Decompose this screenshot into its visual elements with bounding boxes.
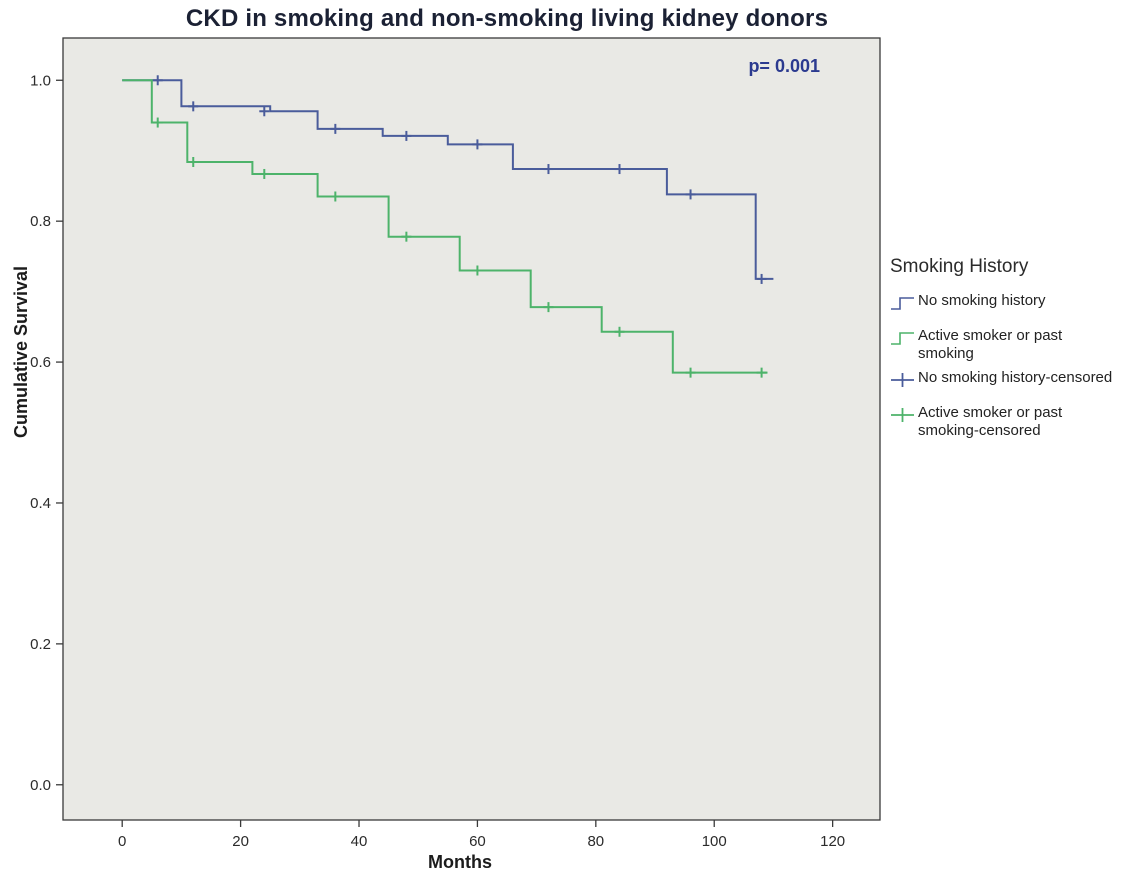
svg-text:0.0: 0.0 [30,777,51,794]
p-value-annotation: p= 0.001 [748,56,820,76]
legend-entry-label: Active smoker or past smoking [918,327,1063,362]
legend-entry-no-smoking-censored: No smoking history-censored [890,369,1122,397]
legend-entry-smoker: Active smoker or past smoking [890,327,1122,362]
censored-plus-icon [890,403,918,432]
svg-text:120: 120 [820,833,845,850]
step-line-icon [890,291,918,320]
chart-title: CKD in smoking and non-smoking living ki… [185,5,829,32]
svg-text:0.8: 0.8 [30,213,51,230]
legend: Smoking History No smoking history Activ… [890,256,1122,447]
legend-entry-label: No smoking history [918,292,1046,309]
svg-text:60: 60 [469,833,486,850]
y-axis-label: Cumulative Survival [11,265,31,439]
svg-text:100: 100 [702,833,727,850]
svg-text:20: 20 [232,833,249,850]
legend-title: Smoking History [890,256,1029,277]
legend-entry-smoker-censored: Active smoker or past smoking-censored [890,404,1122,439]
svg-text:1.0: 1.0 [30,72,51,89]
x-axis-label: Months [428,852,492,872]
svg-text:0.6: 0.6 [30,354,51,371]
legend-entry-label: No smoking history-censored [918,369,1113,387]
legend-entry-label: Active smoker or past smoking-censored [918,404,1063,440]
svg-text:40: 40 [351,833,368,850]
censored-plus-icon [890,368,918,397]
svg-text:80: 80 [587,833,604,850]
svg-text:0: 0 [118,833,126,850]
svg-text:0.2: 0.2 [30,636,51,653]
legend-entry-no-smoking: No smoking history [890,292,1122,320]
step-line-icon [890,326,918,355]
svg-text:0.4: 0.4 [30,495,51,512]
